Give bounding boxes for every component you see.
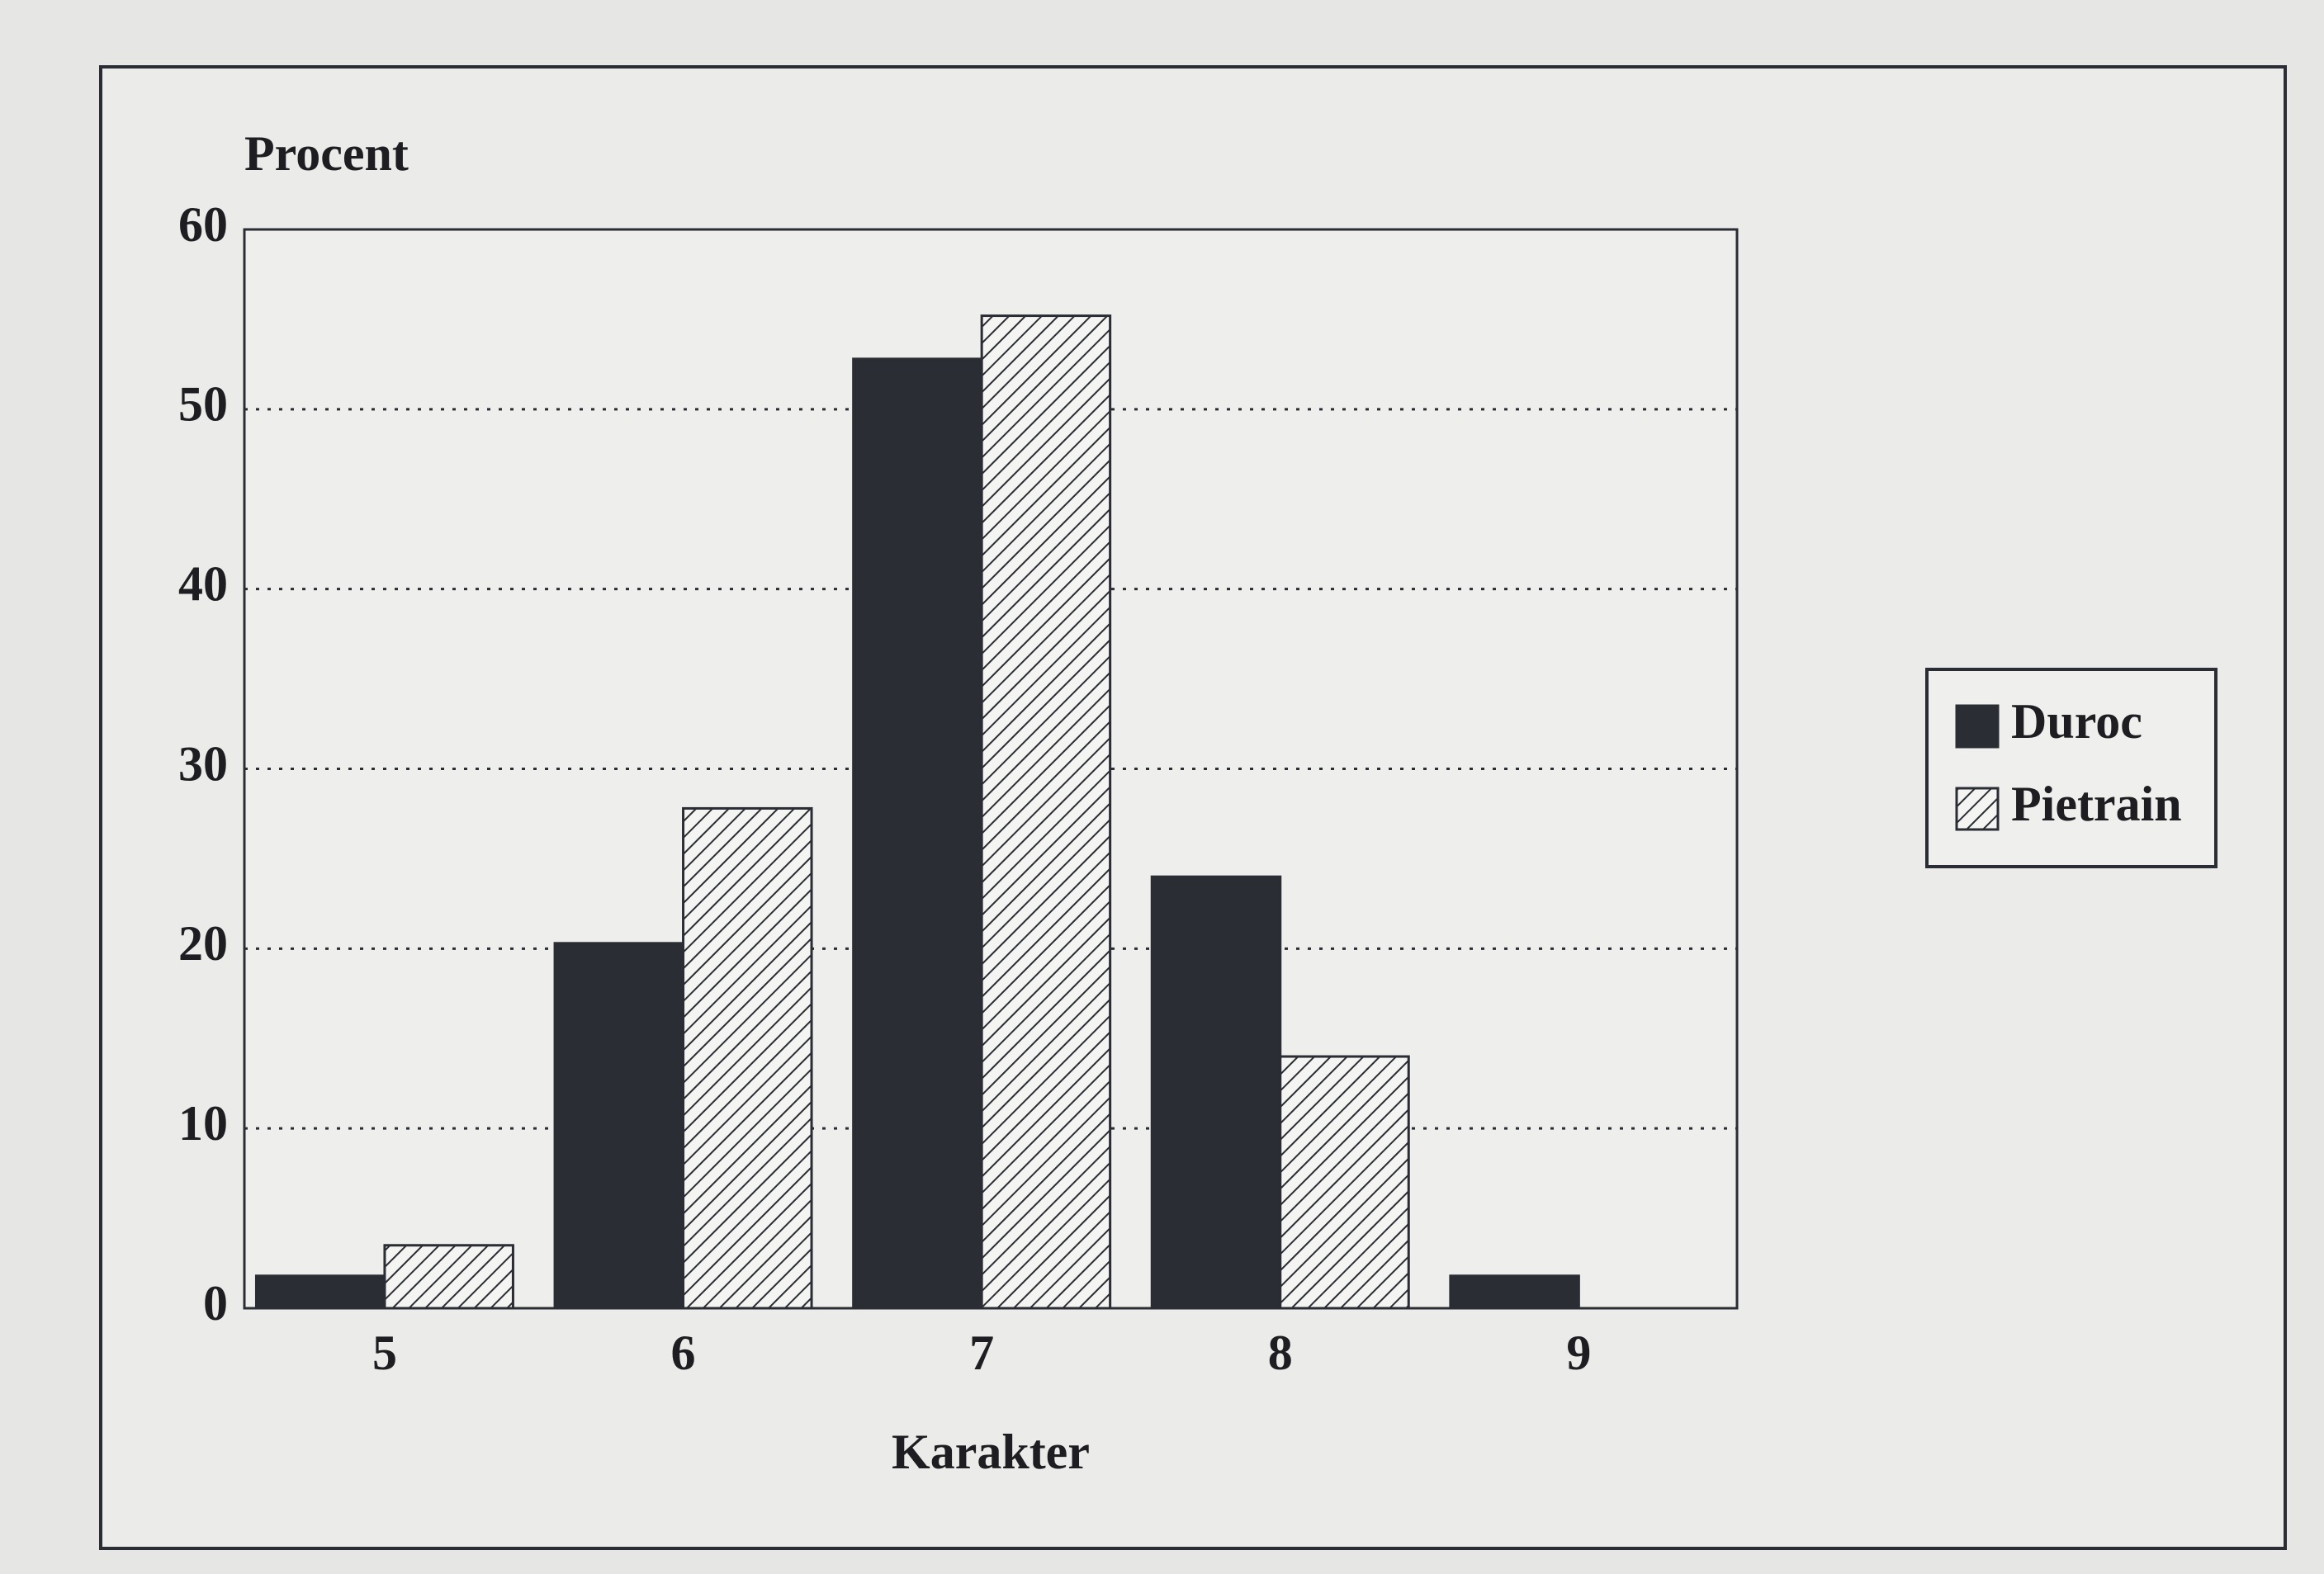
bar	[1449, 1274, 1580, 1310]
x-tick-label: 8	[1268, 1326, 1293, 1380]
bar	[254, 1274, 386, 1310]
legend-box	[1925, 668, 2218, 868]
bar	[553, 942, 685, 1310]
x-tick-label: 7	[969, 1326, 994, 1380]
y-tick-label: 30	[178, 736, 228, 791]
bar	[1150, 875, 1282, 1310]
bar	[383, 1244, 514, 1310]
bar	[980, 314, 1112, 1310]
bar	[852, 357, 983, 1310]
y-tick-label: 10	[178, 1096, 228, 1151]
legend-label: Pietrain	[2011, 777, 2182, 831]
y-tick-label: 0	[203, 1276, 228, 1331]
bar	[682, 806, 813, 1310]
legend-label: Duroc	[2011, 694, 2142, 749]
x-tick-label: 9	[1566, 1326, 1591, 1380]
x-axis-label: Karakter	[892, 1425, 1090, 1479]
bar	[1279, 1055, 1410, 1310]
y-tick-label: 20	[178, 916, 228, 971]
y-tick-label: 50	[178, 377, 228, 432]
y-axis-label: Procent	[244, 126, 409, 181]
legend-swatch	[1955, 704, 2000, 749]
x-tick-label: 5	[372, 1326, 397, 1380]
x-tick-label: 6	[671, 1326, 696, 1380]
y-tick-label: 40	[178, 556, 228, 611]
y-tick-label: 60	[178, 197, 228, 252]
legend-swatch	[1955, 787, 2000, 831]
